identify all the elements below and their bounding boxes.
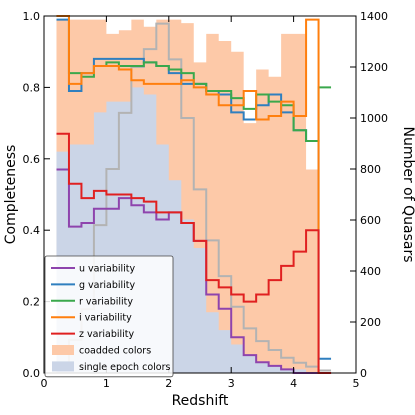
y2-tick-label: 1000 [360,112,388,125]
legend-label-u-variability: u variability [79,264,136,275]
y2-tick-label: 1200 [360,61,388,74]
y2-tick-label: 200 [360,316,381,329]
histogram-layer [56,22,332,372]
legend-label-coadded-colors: coadded colors [79,346,151,357]
legend-label-r-variability: r variability [79,296,133,307]
y2-axis-title: Number of Quasars [400,126,415,262]
legend-label-g-variability: g variability [79,280,136,291]
y2-tick-label: 0 [360,367,367,380]
x-tick-label: 0 [41,377,48,390]
line-layer [56,15,332,374]
legend-box [44,255,174,378]
legend-swatch-coadded-colors [52,345,74,355]
y-axis-title: Completeness [3,145,19,245]
i-variability-line [56,15,332,374]
y-tick-label: 0.4 [23,224,41,237]
y-tick-label: 0.6 [23,153,41,166]
legend-label-i-variability: i variability [79,313,132,324]
legend-label-single-epoch-colors: single epoch colors [79,362,170,373]
legend: u variability g variability r variability i… [44,255,174,378]
y-tick-label: 0.8 [23,81,41,94]
y2-tick-label: 600 [360,214,381,227]
y-tick-label: 0.2 [23,296,41,309]
x-axis-title: Redshift [172,393,229,409]
x-tick-label: 3 [228,377,235,390]
y2-tick-label: 400 [360,265,381,278]
legend-swatch-single-epoch-colors [52,361,74,372]
legend-label-z-variability: z variability [79,329,134,340]
x-tick-label: 5 [353,377,360,390]
y2-tick-label: 1400 [360,10,388,23]
y2-tick-label: 800 [360,163,381,176]
x-tick-label: 1 [103,377,110,390]
y-tick-label: 0.0 [23,367,41,380]
plot-frame [43,15,357,374]
x-tick-label: 4 [290,377,297,390]
z-variability-line [56,132,332,374]
y-tick-label: 1.0 [23,10,41,23]
quasar-count-histogram [56,22,332,372]
x-tick-label: 2 [165,377,172,390]
